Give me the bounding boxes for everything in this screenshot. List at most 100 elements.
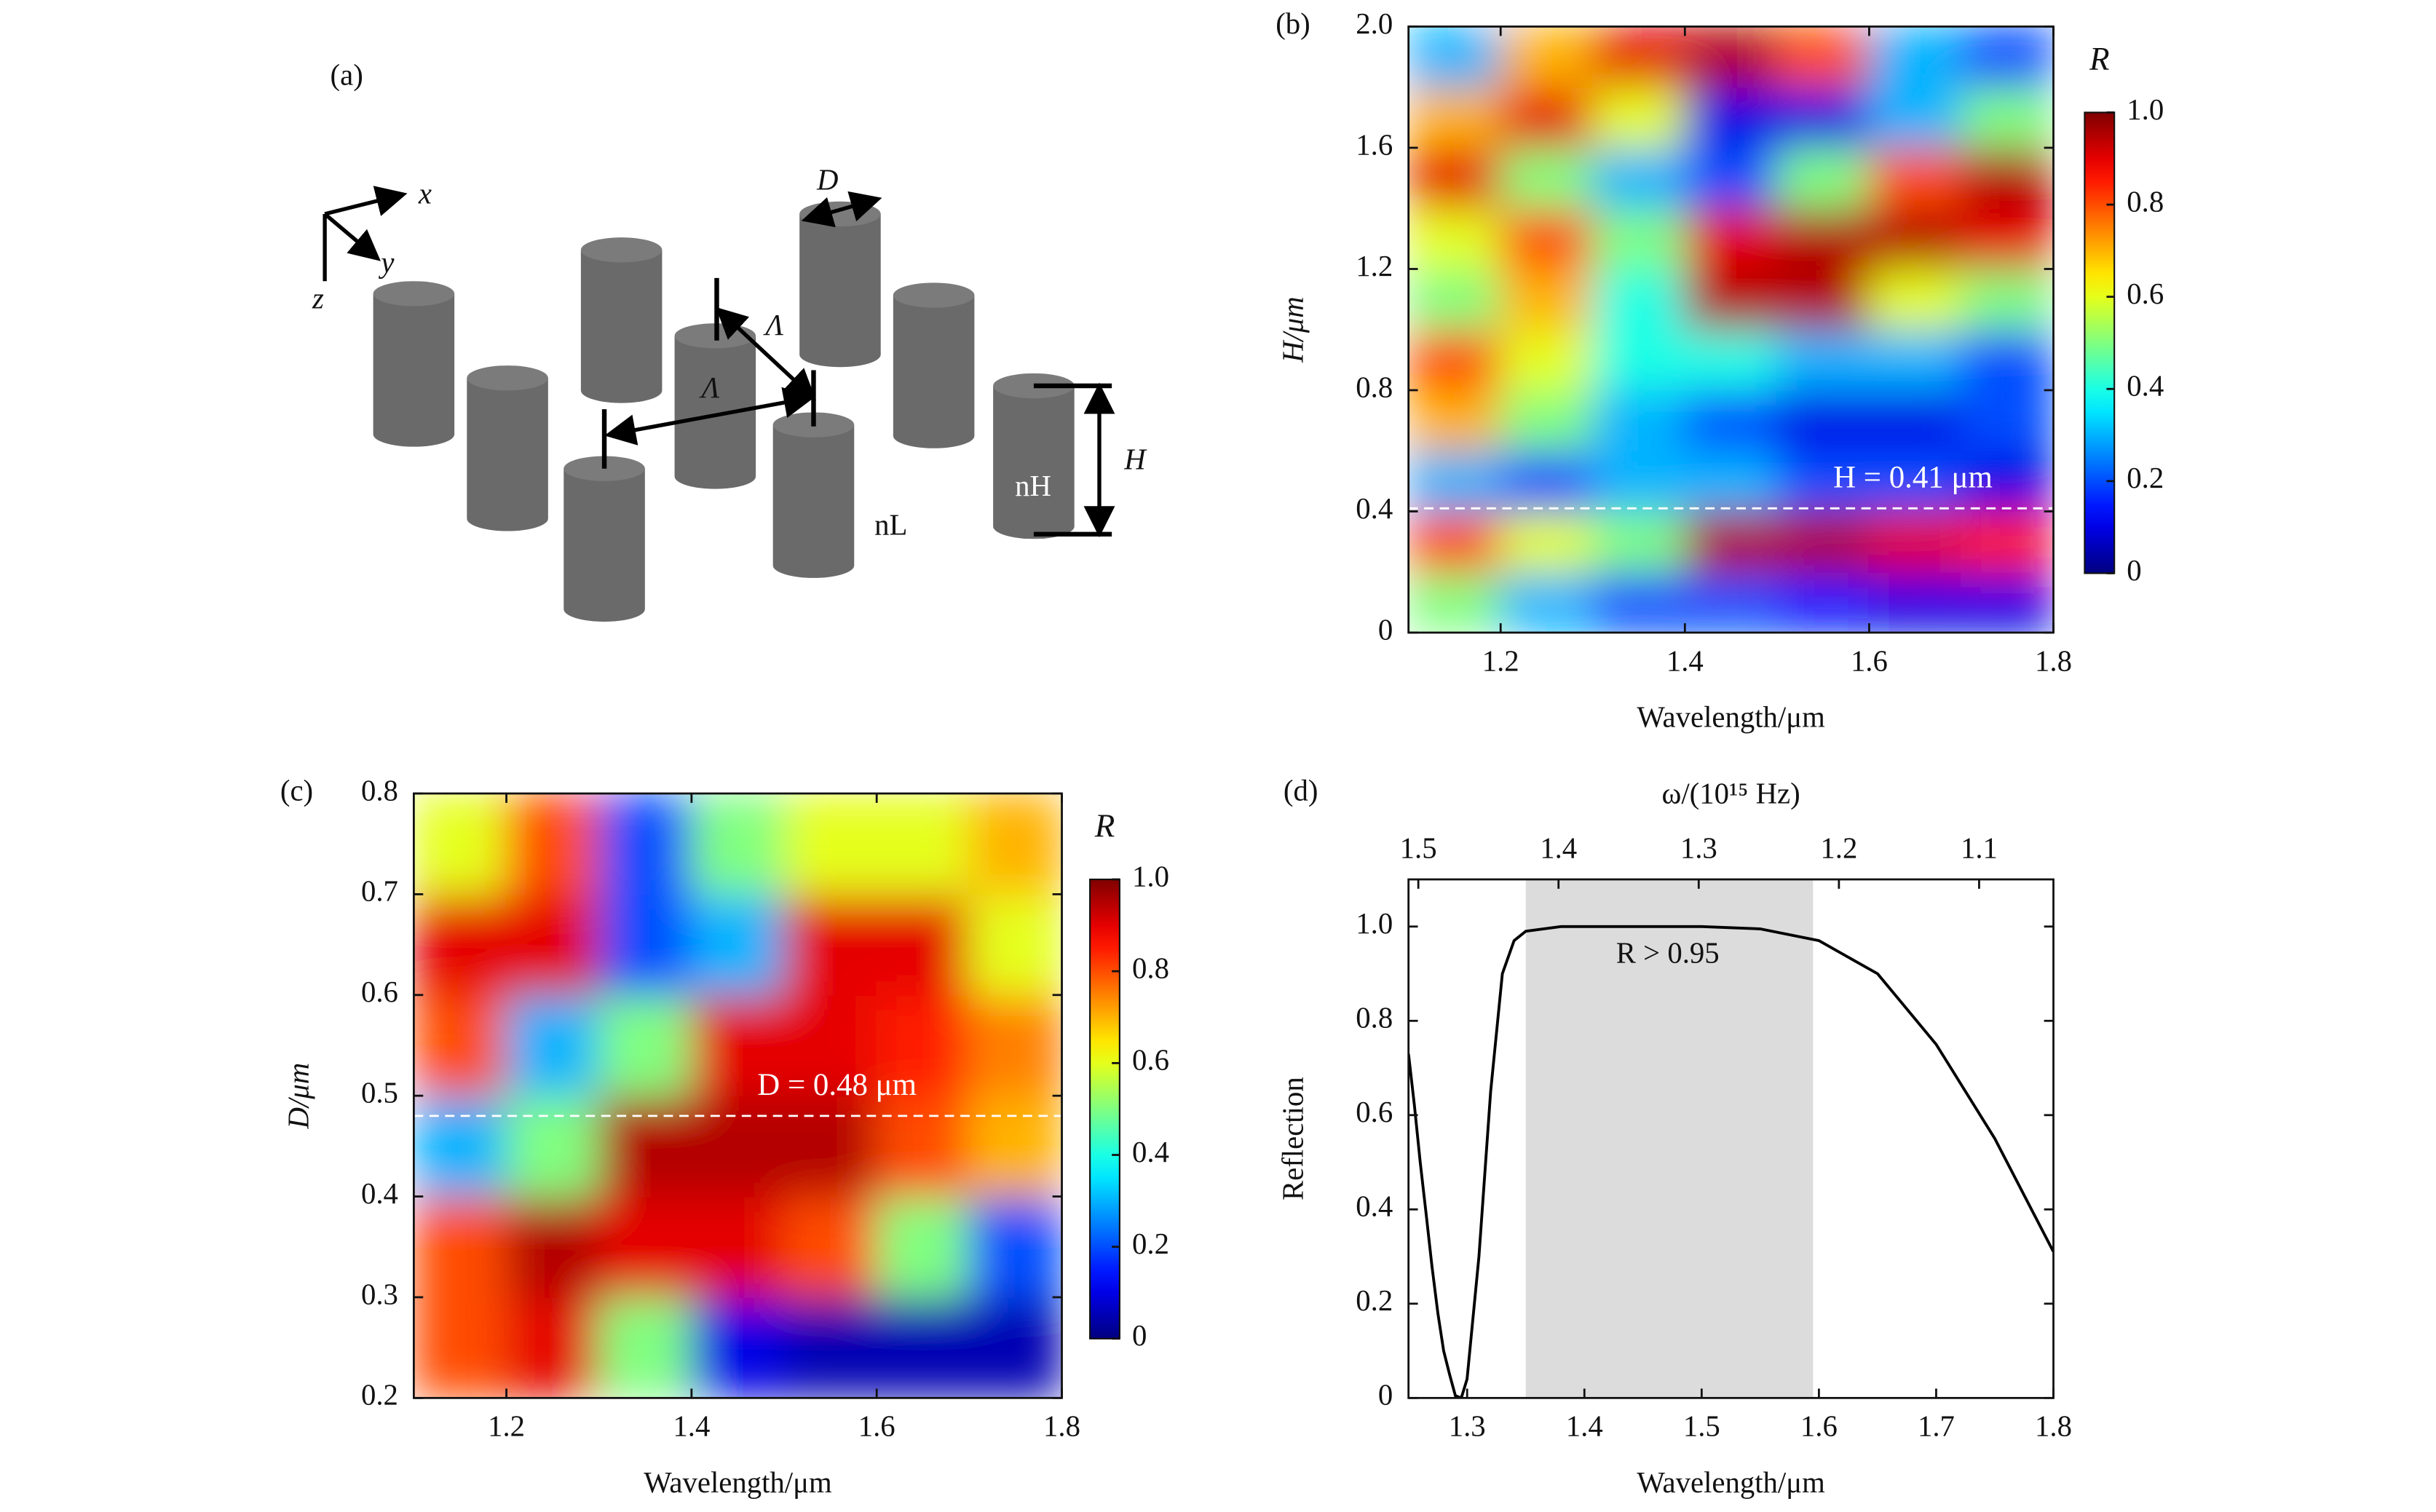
heatmap-cell <box>505 1195 600 1299</box>
x-tick-label: 1.4 <box>1666 644 1704 677</box>
axis-arrow <box>323 212 381 261</box>
heatmap-cell <box>505 793 600 895</box>
heatmap-cell <box>1408 571 1502 633</box>
pillar-top <box>373 281 455 306</box>
x-axis-title: Wavelength/μm <box>1637 1466 1825 1499</box>
heatmap-cell <box>783 1095 878 1198</box>
highlight-label: R > 0.95 <box>1616 936 1720 969</box>
top-tick-label: 1.2 <box>1820 832 1857 865</box>
x-tick-label: 1.2 <box>1482 644 1519 677</box>
heatmap-cell <box>1868 146 1963 210</box>
heatmap-cell <box>876 793 970 895</box>
panel-label: (c) <box>280 774 313 807</box>
heatmap-cell <box>1500 450 1594 512</box>
y-tick-label: 0 <box>1378 1379 1393 1412</box>
colorbar-title: R <box>1094 808 1115 844</box>
heatmap-cell <box>968 994 1062 1097</box>
heatmap-cell <box>414 1195 507 1299</box>
y-tick-label: 0.8 <box>361 774 398 807</box>
pillar-top <box>893 282 975 308</box>
heatmap-cell <box>876 1095 970 1198</box>
axis-name: y <box>378 246 395 279</box>
marker-label: D = 0.48 μm <box>757 1068 917 1102</box>
y-tick-label: 0.8 <box>1356 371 1393 403</box>
heatmap-cell <box>505 893 600 996</box>
dimension-label: D <box>816 163 838 196</box>
heatmap-cell <box>1684 450 1778 512</box>
y-tick-label: 0.3 <box>361 1278 398 1310</box>
y-tick-label: 0.5 <box>361 1077 398 1109</box>
pillars <box>373 201 1075 622</box>
heatmap-cell <box>598 1195 692 1299</box>
pillar-body <box>893 295 975 448</box>
schematic-annotations: D Λ Λ H nL nH <box>601 163 1147 542</box>
heatmap-cell <box>1684 26 1778 88</box>
heatmap-cell <box>1591 389 1686 452</box>
heatmap-cell <box>1776 389 1870 452</box>
heatmap-cell <box>598 793 692 895</box>
colorbar-tick-label: 0.6 <box>2127 277 2164 310</box>
heatmap-cell <box>876 1195 970 1299</box>
heatmap <box>414 793 1062 1398</box>
x-tick-label: 1.5 <box>1683 1410 1720 1443</box>
top-axis-title: ω/(10¹⁵ Hz) <box>1662 777 1800 810</box>
colorbar-title: R <box>2089 41 2110 77</box>
y-tick-label: 0 <box>1378 613 1393 646</box>
heatmap-cell <box>1500 328 1594 392</box>
pillar-body <box>993 385 1075 539</box>
axis-name: x <box>418 178 432 210</box>
heatmap-cell <box>1960 389 2054 452</box>
heatmap-cell <box>1776 207 1870 270</box>
heatmap-cell <box>1960 268 2054 330</box>
heatmap-cell <box>505 994 600 1097</box>
heatmap-cell <box>1591 86 1686 149</box>
heatmap-cell <box>968 1195 1062 1299</box>
heatmap-cell <box>690 793 786 895</box>
heatmap-cell <box>414 893 507 996</box>
x-tick-label: 1.4 <box>1566 1410 1603 1443</box>
dimension-label: H <box>1123 443 1147 475</box>
heatmap-cell <box>690 1195 786 1299</box>
heatmap-cell <box>1868 510 1963 573</box>
heatmap-cell <box>968 1095 1062 1198</box>
heatmap-cell <box>1500 510 1594 573</box>
top-tick-label: 1.3 <box>1680 832 1717 865</box>
heatmap-cell <box>1776 571 1870 633</box>
heatmap-cell <box>1776 26 1870 88</box>
dimension-arrow <box>604 387 815 446</box>
heatmap-cell <box>1868 450 1963 512</box>
heatmap-cell <box>1684 207 1778 270</box>
heatmap-cell <box>598 893 692 996</box>
heatmap-cell <box>1500 146 1594 210</box>
x-axis-title: Wavelength/μm <box>644 1466 832 1499</box>
colorbar-tick-label: 0.8 <box>2127 185 2164 218</box>
heatmap-cell <box>1500 207 1594 270</box>
heatmap-cell <box>1684 571 1778 633</box>
heatmap-cell <box>1500 571 1594 633</box>
heatmap-cell <box>1960 450 2054 512</box>
x-tick-label: 1.2 <box>488 1410 525 1443</box>
heatmap-cell <box>1591 268 1686 330</box>
heatmap-cell <box>414 1095 507 1198</box>
heatmap-cell <box>1868 207 1963 270</box>
heatmap-cell <box>1960 328 2054 392</box>
heatmap-cell <box>1408 510 1502 573</box>
heatmap-cell <box>783 1296 878 1398</box>
heatmap-cell <box>1868 571 1963 633</box>
pillar-body <box>799 213 881 368</box>
panel-label: (b) <box>1276 7 1310 40</box>
material-label: nL <box>874 509 907 542</box>
y-tick-label: 1.6 <box>1356 128 1393 161</box>
x-tick-label: 1.8 <box>1043 1410 1080 1443</box>
y-tick-label: 0.4 <box>1356 1190 1393 1223</box>
x-tick-label: 1.8 <box>2035 1410 2072 1443</box>
heatmap-cell <box>1684 328 1778 392</box>
heatmap-cell <box>1868 268 1963 330</box>
pillar-body <box>674 336 756 489</box>
heatmap-cell <box>1500 26 1594 88</box>
schematic: (a) x y z <box>312 59 432 315</box>
heatmap-cell <box>1960 510 2054 573</box>
x-tick-label: 1.7 <box>1918 1410 1955 1443</box>
heatmap-cell <box>1684 510 1778 573</box>
